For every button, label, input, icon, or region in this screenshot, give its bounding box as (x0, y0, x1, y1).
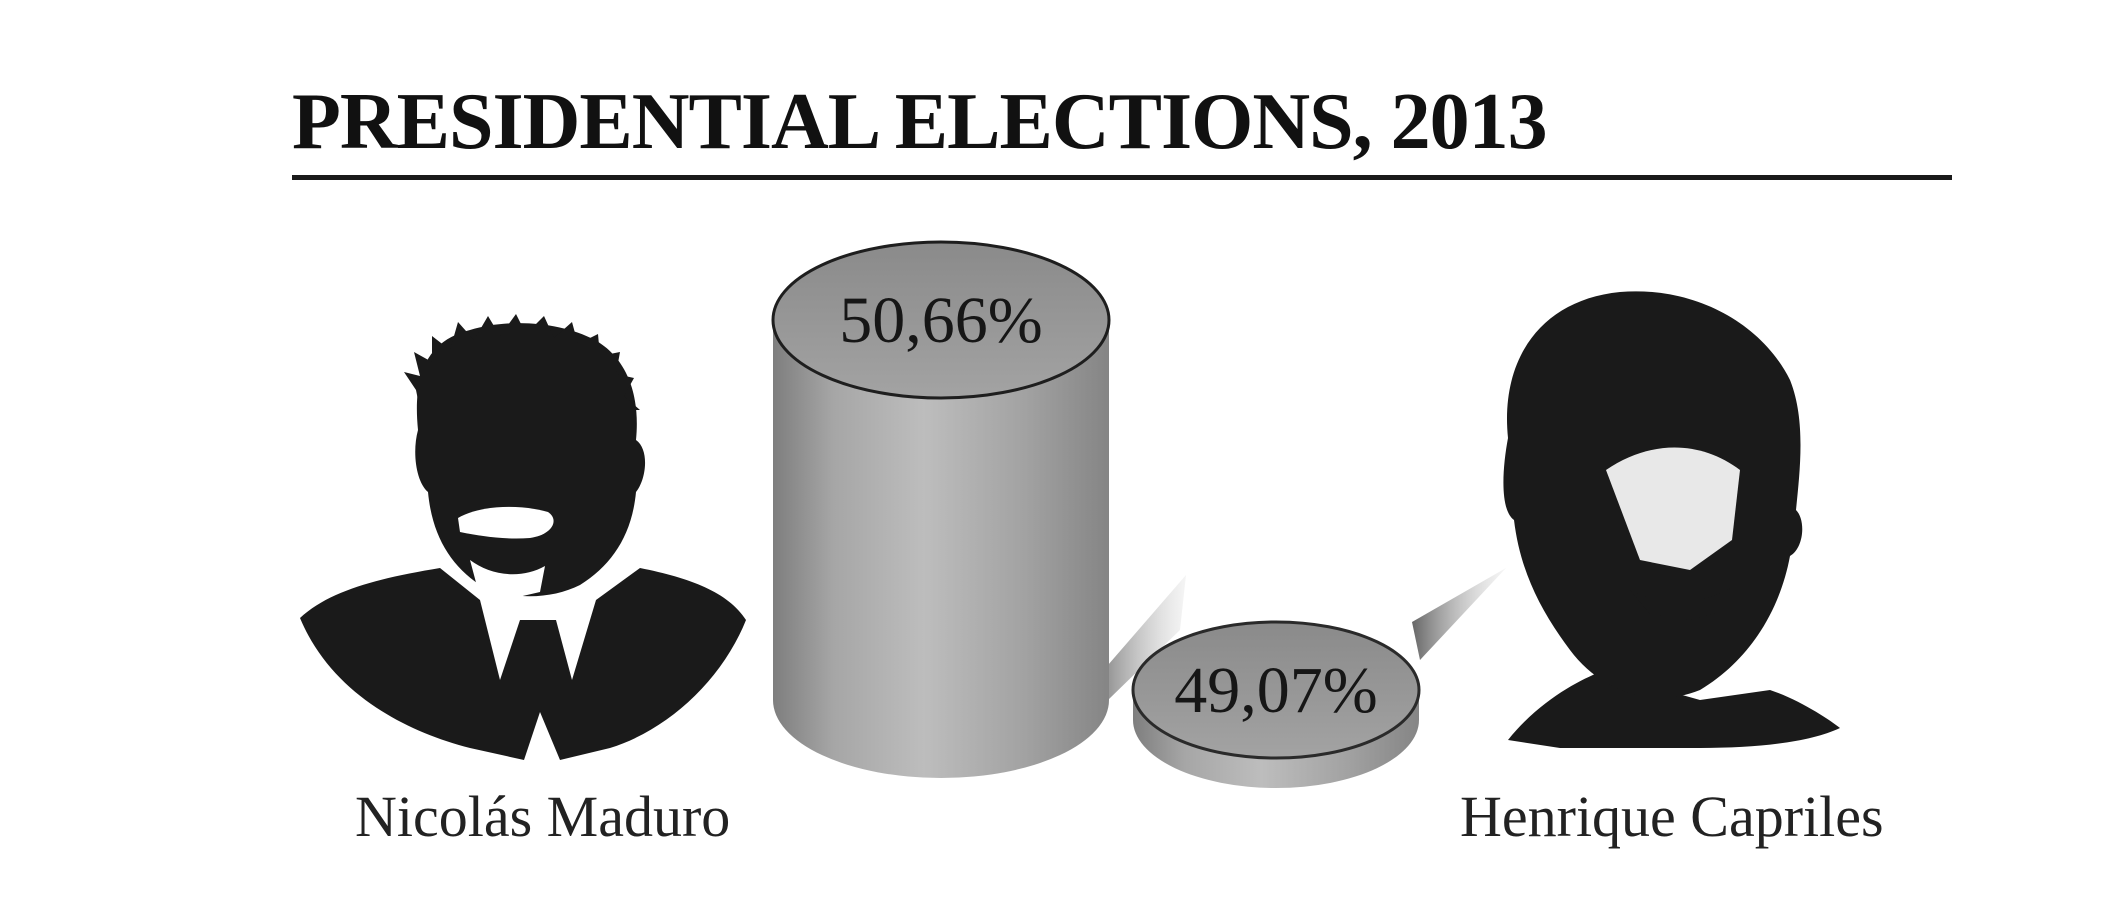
bar-maduro-top (771, 240, 1111, 400)
bar-maduro-body (773, 320, 1109, 778)
bar-maduro: 50,66% (771, 240, 1111, 778)
maduro-ray (1095, 575, 1186, 700)
portrait-maduro-icon (300, 314, 746, 760)
bar-capriles-top (1131, 620, 1421, 760)
bar-capriles: 49,07% (1131, 620, 1421, 788)
category-label-maduro: Nicolás Maduro (355, 784, 731, 849)
data-label-capriles: 49,07% (1174, 654, 1377, 727)
data-label-maduro: 50,66% (839, 284, 1042, 357)
capriles-ray (1412, 568, 1506, 660)
chart-title: PRESIDENTIAL ELECTIONS, 2013 (292, 78, 1548, 166)
title-rule (292, 175, 1952, 180)
category-label-capriles: Henrique Capriles (1460, 784, 1884, 849)
portrait-capriles-icon (1503, 291, 1840, 748)
